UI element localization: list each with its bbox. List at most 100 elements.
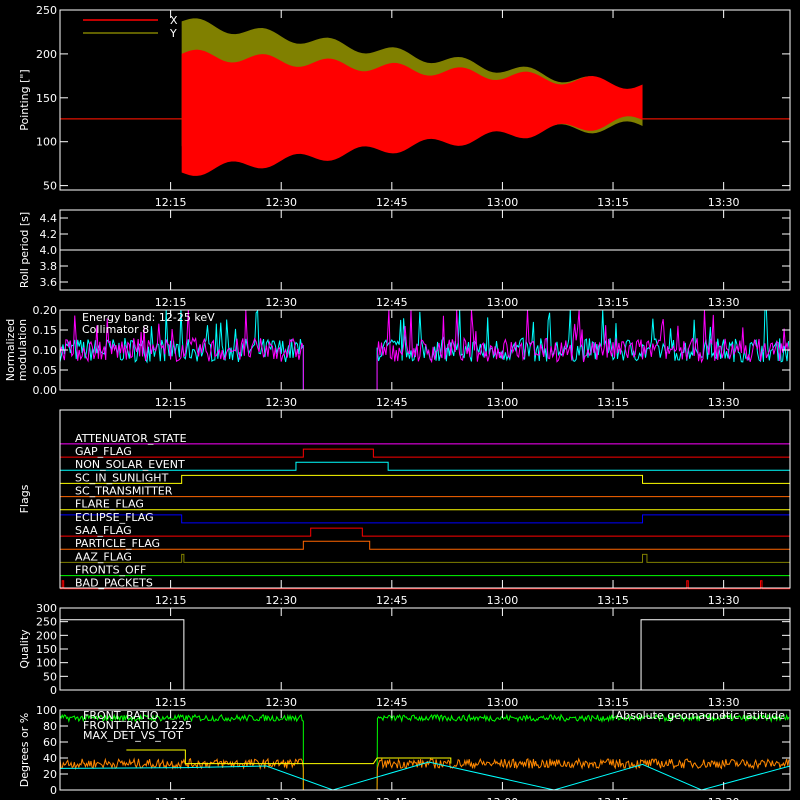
flag-label: ECLIPSE_FLAG [75, 511, 154, 524]
x-tick-label: 12:30 [265, 396, 297, 409]
x-tick-label: 12:45 [376, 796, 408, 800]
flag-label: FRONTS_OFF [75, 564, 146, 577]
y-axis-title: Quality [18, 629, 31, 669]
x-tick-label: 13:15 [597, 296, 629, 309]
panel-frame-3 [59, 409, 791, 589]
panel-frame-5 [59, 709, 791, 791]
x-tick-label: 12:15 [155, 396, 187, 409]
y-tick-label: 0.00 [33, 384, 58, 397]
x-tick-label: 12:45 [376, 196, 408, 209]
annotation: Energy band: 12-25 keV [82, 311, 215, 324]
series-line-ratio-2 [126, 749, 452, 765]
flag-line [60, 474, 790, 484]
y-axis-title: Pointing ["] [18, 69, 31, 130]
x-tick-label: 13:30 [708, 594, 740, 607]
x-tick-label: 13:30 [708, 296, 740, 309]
series-line-modulation-1 [59, 309, 790, 391]
legend-label: X [170, 14, 178, 27]
flag-line [60, 527, 790, 537]
y-tick-label: 200 [36, 629, 57, 642]
y-tick-label: 50 [43, 670, 57, 683]
y-tick-label: 0.15 [33, 324, 58, 337]
y-tick-label: 200 [36, 48, 57, 61]
y-tick-label: 100 [36, 136, 57, 149]
panel-frame-4 [59, 607, 791, 691]
x-tick-label: 12:15 [155, 594, 187, 607]
x-tick-label: 13:30 [708, 196, 740, 209]
y-tick-label: 20 [43, 768, 57, 781]
x-tick-label: 13:00 [487, 296, 519, 309]
x-tick-label: 12:30 [265, 696, 297, 709]
x-tick-label: 13:00 [487, 196, 519, 209]
y-tick-label: 60 [43, 736, 57, 749]
legend-label: FRONT_RATIO [83, 709, 159, 722]
flag-line [59, 514, 791, 524]
legend-label: MAX_DET_VS_TOT [83, 729, 183, 742]
y-tick-label: 0 [50, 684, 57, 697]
x-tick-label: 12:45 [376, 594, 408, 607]
flag-label: NON_SOLAR_EVENT [75, 458, 185, 471]
series-line-quality [60, 619, 790, 691]
y-tick-label: 300 [36, 602, 57, 615]
flag-label: GAP_FLAG [75, 445, 132, 458]
flag-line [60, 448, 790, 458]
x-tick-label: 12:30 [265, 594, 297, 607]
y-tick-label: 100 [36, 657, 57, 670]
flag-label: SC_IN_SUNLIGHT [75, 471, 169, 484]
x-tick-label: 12:30 [265, 796, 297, 800]
y-tick-label: 0.05 [33, 364, 58, 377]
y-axis-title: Flags [18, 484, 31, 513]
flag-label: PARTICLE_FLAG [75, 537, 160, 550]
y-tick-label: 0 [50, 784, 57, 797]
y-tick-label: 4.4 [40, 212, 58, 225]
y-tick-label: 4.2 [40, 228, 58, 241]
y-tick-label: 100 [36, 704, 57, 717]
legend-label: Y [169, 27, 177, 40]
legend-label: FRONT_RATIO_1225 [83, 719, 192, 732]
legend-label: Absolute geomagnetic latitude [616, 709, 786, 722]
x-tick-label: 13:15 [597, 594, 629, 607]
x-tick-label: 13:30 [708, 696, 740, 709]
x-tick-label: 13:00 [487, 696, 519, 709]
x-tick-label: 12:15 [155, 696, 187, 709]
y-axis-title: Roll period [s] [18, 212, 31, 288]
x-tick-label: 12:45 [376, 696, 408, 709]
x-tick-label: 13:00 [487, 594, 519, 607]
annotation: Collimator 8 [82, 323, 149, 336]
y-tick-label: 150 [36, 92, 57, 105]
y-tick-label: 40 [43, 752, 57, 765]
flag-line [60, 553, 790, 563]
x-tick-label: 13:30 [708, 796, 740, 800]
y-tick-label: 0.10 [33, 344, 58, 357]
flag-line [60, 580, 790, 590]
x-tick-label: 13:00 [487, 796, 519, 800]
y-axis-title: Normalized [4, 319, 17, 381]
x-tick-label: 12:15 [155, 196, 187, 209]
x-tick-label: 12:15 [155, 796, 187, 800]
y-tick-label: 250 [36, 616, 57, 629]
y-tick-label: 50 [43, 180, 57, 193]
x-tick-label: 12:30 [265, 196, 297, 209]
flag-label: SAA_FLAG [75, 524, 132, 537]
flag-line [60, 461, 790, 471]
x-tick-label: 13:30 [708, 396, 740, 409]
x-tick-label: 12:45 [376, 296, 408, 309]
x-tick-label: 12:45 [376, 396, 408, 409]
y-tick-label: 250 [36, 4, 57, 17]
y-tick-label: 0.20 [33, 304, 58, 317]
y-tick-label: 3.6 [40, 276, 58, 289]
flag-label: SC_TRANSMITTER [75, 485, 173, 498]
y-tick-label: 3.8 [40, 260, 58, 273]
series-line-ratio-0 [59, 713, 790, 791]
y-axis-title: Degrees or % [18, 713, 31, 787]
y-tick-label: 80 [43, 720, 57, 733]
flag-label: FLARE_FLAG [75, 498, 144, 511]
x-tick-label: 13:15 [597, 796, 629, 800]
x-tick-label: 13:15 [597, 396, 629, 409]
flag-label: AAZ_FLAG [75, 550, 132, 563]
x-tick-label: 12:30 [265, 296, 297, 309]
x-tick-label: 13:15 [597, 696, 629, 709]
x-tick-label: 12:15 [155, 296, 187, 309]
flag-label: BAD_PACKETS [75, 577, 153, 590]
